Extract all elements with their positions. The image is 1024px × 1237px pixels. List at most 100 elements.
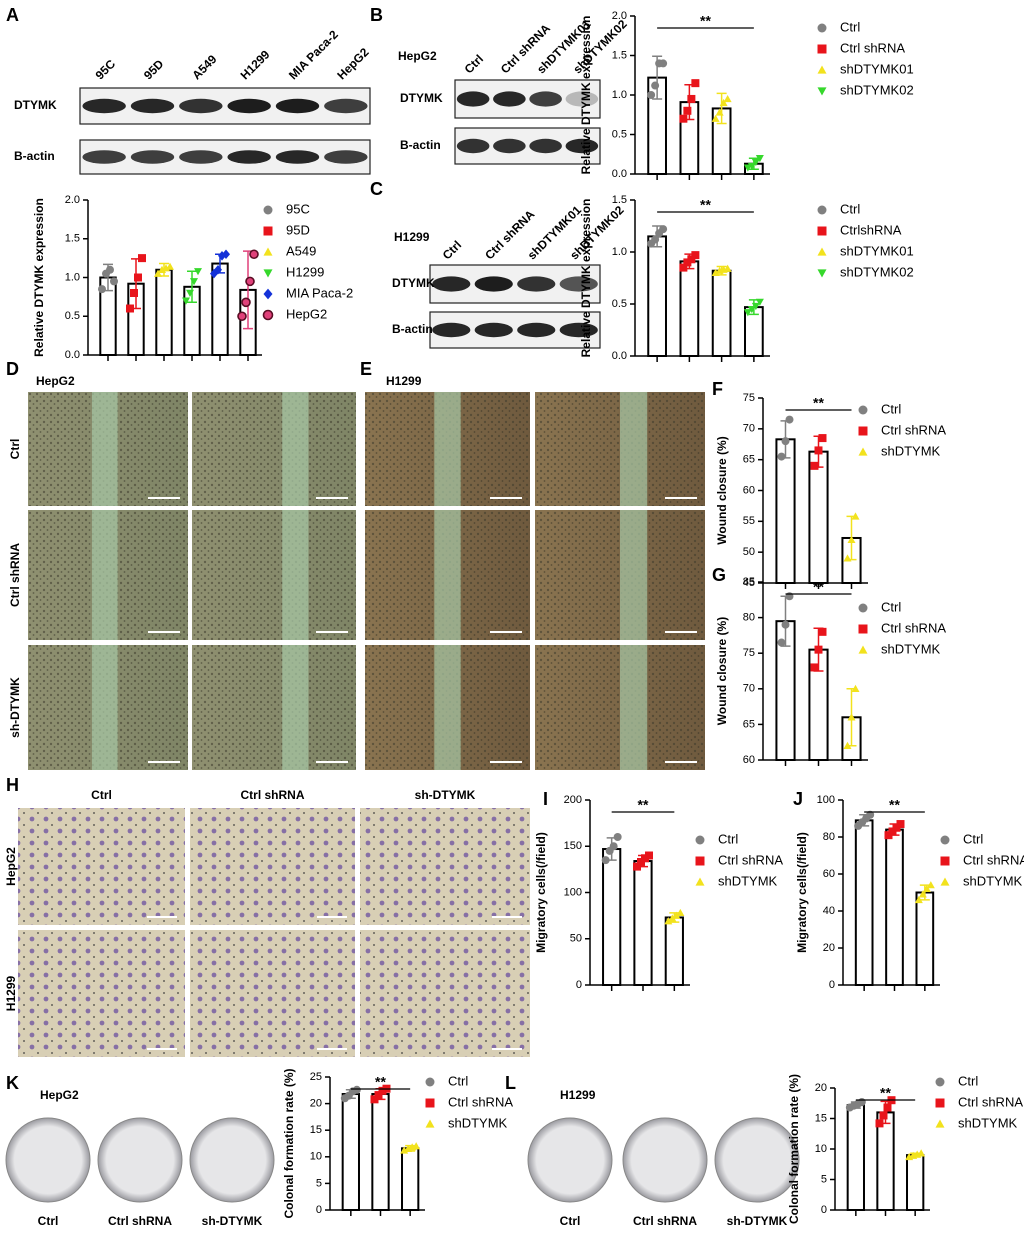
legend-marker bbox=[817, 226, 827, 236]
y-axis-label: Migratory cells(/field) bbox=[534, 832, 548, 953]
bar bbox=[647, 235, 667, 357]
data-point bbox=[843, 741, 852, 749]
legend-label: CtrlshRNA bbox=[840, 222, 902, 237]
dish-label: Ctrl shRNA bbox=[108, 1214, 172, 1228]
legend-label: shDTYMK bbox=[881, 443, 941, 458]
blot-band bbox=[432, 322, 471, 338]
legend-label: 95D bbox=[286, 222, 310, 237]
y-axis-label: Wound closure (%) bbox=[715, 436, 729, 544]
blot-band bbox=[324, 98, 368, 114]
data-point bbox=[182, 297, 190, 305]
data-point bbox=[241, 297, 251, 308]
column-label: sh-DTYMK bbox=[415, 788, 476, 802]
legend-marker bbox=[263, 269, 273, 278]
dish bbox=[5, 1117, 91, 1203]
legend-label: shDTYMK01 bbox=[840, 61, 914, 76]
blot-band bbox=[82, 98, 126, 114]
wound-gap bbox=[434, 392, 461, 506]
data-point bbox=[691, 79, 700, 88]
legend-label: shDTYMK bbox=[958, 1115, 1018, 1130]
legend-marker bbox=[817, 205, 827, 215]
micrograph bbox=[360, 808, 530, 925]
y-tick-label: 5 bbox=[316, 1177, 322, 1189]
y-tick-label: 45 bbox=[743, 577, 755, 589]
legend-marker bbox=[940, 856, 950, 866]
data-point bbox=[633, 862, 641, 871]
legend-marker bbox=[263, 226, 273, 236]
data-point bbox=[715, 108, 724, 116]
legend-label: shDTYMK bbox=[963, 873, 1023, 888]
y-tick-label: 2.0 bbox=[612, 10, 627, 22]
data-point bbox=[814, 446, 823, 455]
legend-marker bbox=[858, 645, 868, 654]
legend-marker bbox=[817, 269, 827, 278]
legend-marker bbox=[263, 288, 273, 300]
y-tick-label: 50 bbox=[570, 933, 582, 945]
data-point bbox=[818, 627, 827, 636]
bar bbox=[401, 1147, 420, 1211]
legend-marker bbox=[695, 877, 705, 886]
row-label: B-actin bbox=[14, 149, 55, 163]
data-point bbox=[847, 713, 856, 721]
bar bbox=[885, 828, 904, 986]
blot-band bbox=[559, 322, 598, 338]
blot-band bbox=[432, 276, 471, 292]
legend-marker bbox=[695, 856, 705, 866]
legend-marker bbox=[858, 426, 868, 436]
y-tick-label: 25 bbox=[310, 1071, 322, 1083]
y-tick-label: 0 bbox=[316, 1204, 322, 1216]
y-tick-label: 40 bbox=[823, 905, 835, 917]
legend-marker bbox=[858, 603, 868, 613]
lane-label: Ctrl bbox=[462, 52, 487, 77]
row-label: sh-DTYMK bbox=[8, 677, 22, 738]
panel-letter: C bbox=[370, 179, 383, 199]
bar bbox=[854, 819, 874, 986]
panel-letter: E bbox=[360, 359, 372, 379]
legend-label: Ctrl bbox=[840, 19, 860, 34]
data-point bbox=[918, 890, 927, 898]
legend-marker bbox=[817, 87, 827, 96]
legend-label: Ctrl bbox=[718, 831, 738, 846]
legend-marker bbox=[425, 1119, 435, 1128]
data-point bbox=[810, 461, 819, 470]
blot-band bbox=[565, 138, 599, 154]
legend-label: Ctrl shRNA bbox=[718, 852, 783, 867]
legend-label: Ctrl bbox=[881, 401, 901, 416]
blot-frame bbox=[79, 139, 371, 175]
y-tick-label: 2.0 bbox=[65, 194, 80, 206]
y-axis-label: Relative DTYMK expression bbox=[579, 16, 593, 175]
y-tick-label: 150 bbox=[564, 840, 582, 852]
y-tick-label: 75 bbox=[743, 392, 755, 404]
legend-label: Ctrl bbox=[963, 831, 983, 846]
y-tick-label: 1.5 bbox=[612, 49, 627, 61]
column-label: Ctrl shRNA bbox=[240, 788, 304, 802]
data-point bbox=[896, 820, 905, 829]
data-point bbox=[374, 1091, 383, 1100]
legend-label: shDTYMK bbox=[881, 641, 941, 656]
data-point bbox=[126, 304, 134, 313]
legend-marker bbox=[817, 23, 827, 33]
blot-band bbox=[324, 150, 368, 164]
data-point bbox=[751, 302, 760, 311]
legend-label: 95C bbox=[286, 201, 310, 216]
legend-label: shDTYMK02 bbox=[840, 82, 914, 97]
row-label: DTYMK bbox=[400, 91, 443, 105]
legend-label: shDTYMK bbox=[448, 1115, 508, 1130]
dish-label: Ctrl bbox=[38, 1214, 59, 1228]
row-label: Ctrl bbox=[8, 439, 22, 460]
data-point bbox=[926, 881, 935, 889]
lane-label: HepG2 bbox=[334, 45, 371, 82]
bar bbox=[775, 438, 796, 585]
data-point bbox=[237, 311, 247, 322]
y-tick-label: 60 bbox=[823, 868, 835, 880]
y-tick-label: 20 bbox=[815, 1082, 827, 1094]
data-point bbox=[847, 535, 856, 544]
y-tick-label: 0.0 bbox=[612, 168, 627, 180]
legend-label: shDTYMK01 bbox=[840, 243, 914, 258]
data-point bbox=[249, 249, 259, 260]
micrograph bbox=[190, 808, 355, 925]
blot-band bbox=[179, 98, 223, 114]
y-tick-label: 200 bbox=[564, 794, 582, 806]
